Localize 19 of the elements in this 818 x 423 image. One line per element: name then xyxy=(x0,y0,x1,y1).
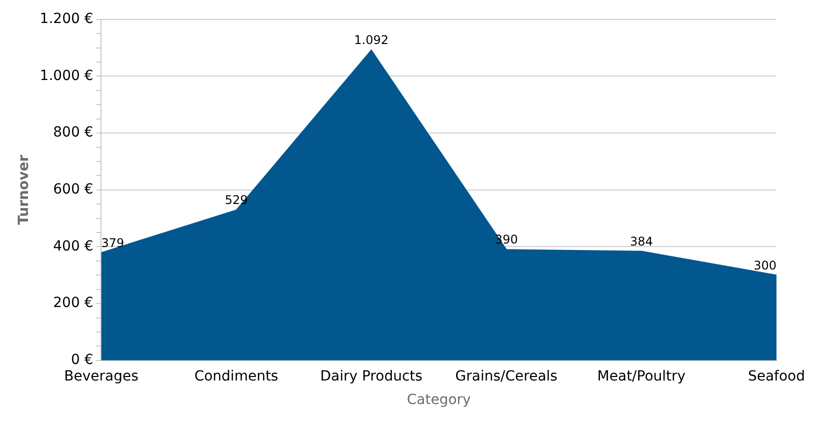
x-axis-title: Category xyxy=(406,392,471,408)
x-tick-label: Condiments xyxy=(194,368,278,384)
y-tick-label: 800 € xyxy=(53,124,94,141)
x-tick-label: Dairy Products xyxy=(320,368,422,384)
data-label: 1.092 xyxy=(354,33,389,48)
y-tick-label: 600 € xyxy=(53,182,94,198)
data-label: 379 xyxy=(101,236,124,250)
x-tick-label: Seafood xyxy=(748,368,806,384)
x-tick-label: Grains/Cereals xyxy=(455,368,558,384)
y-tick-label: 200 € xyxy=(53,295,94,312)
y-tick-label: 1.000 € xyxy=(40,68,94,84)
y-axis-title: Turnover xyxy=(16,154,32,225)
data-label: 384 xyxy=(630,234,653,248)
y-tick-label: 1.200 € xyxy=(40,11,94,28)
y-tick-label: 400 € xyxy=(53,238,94,254)
data-label: 300 xyxy=(754,258,776,272)
x-tick-label: Beverages xyxy=(64,368,138,384)
y-tick-label: 0 € xyxy=(70,352,94,368)
x-tick-label: Meat/Poultry xyxy=(597,368,686,384)
